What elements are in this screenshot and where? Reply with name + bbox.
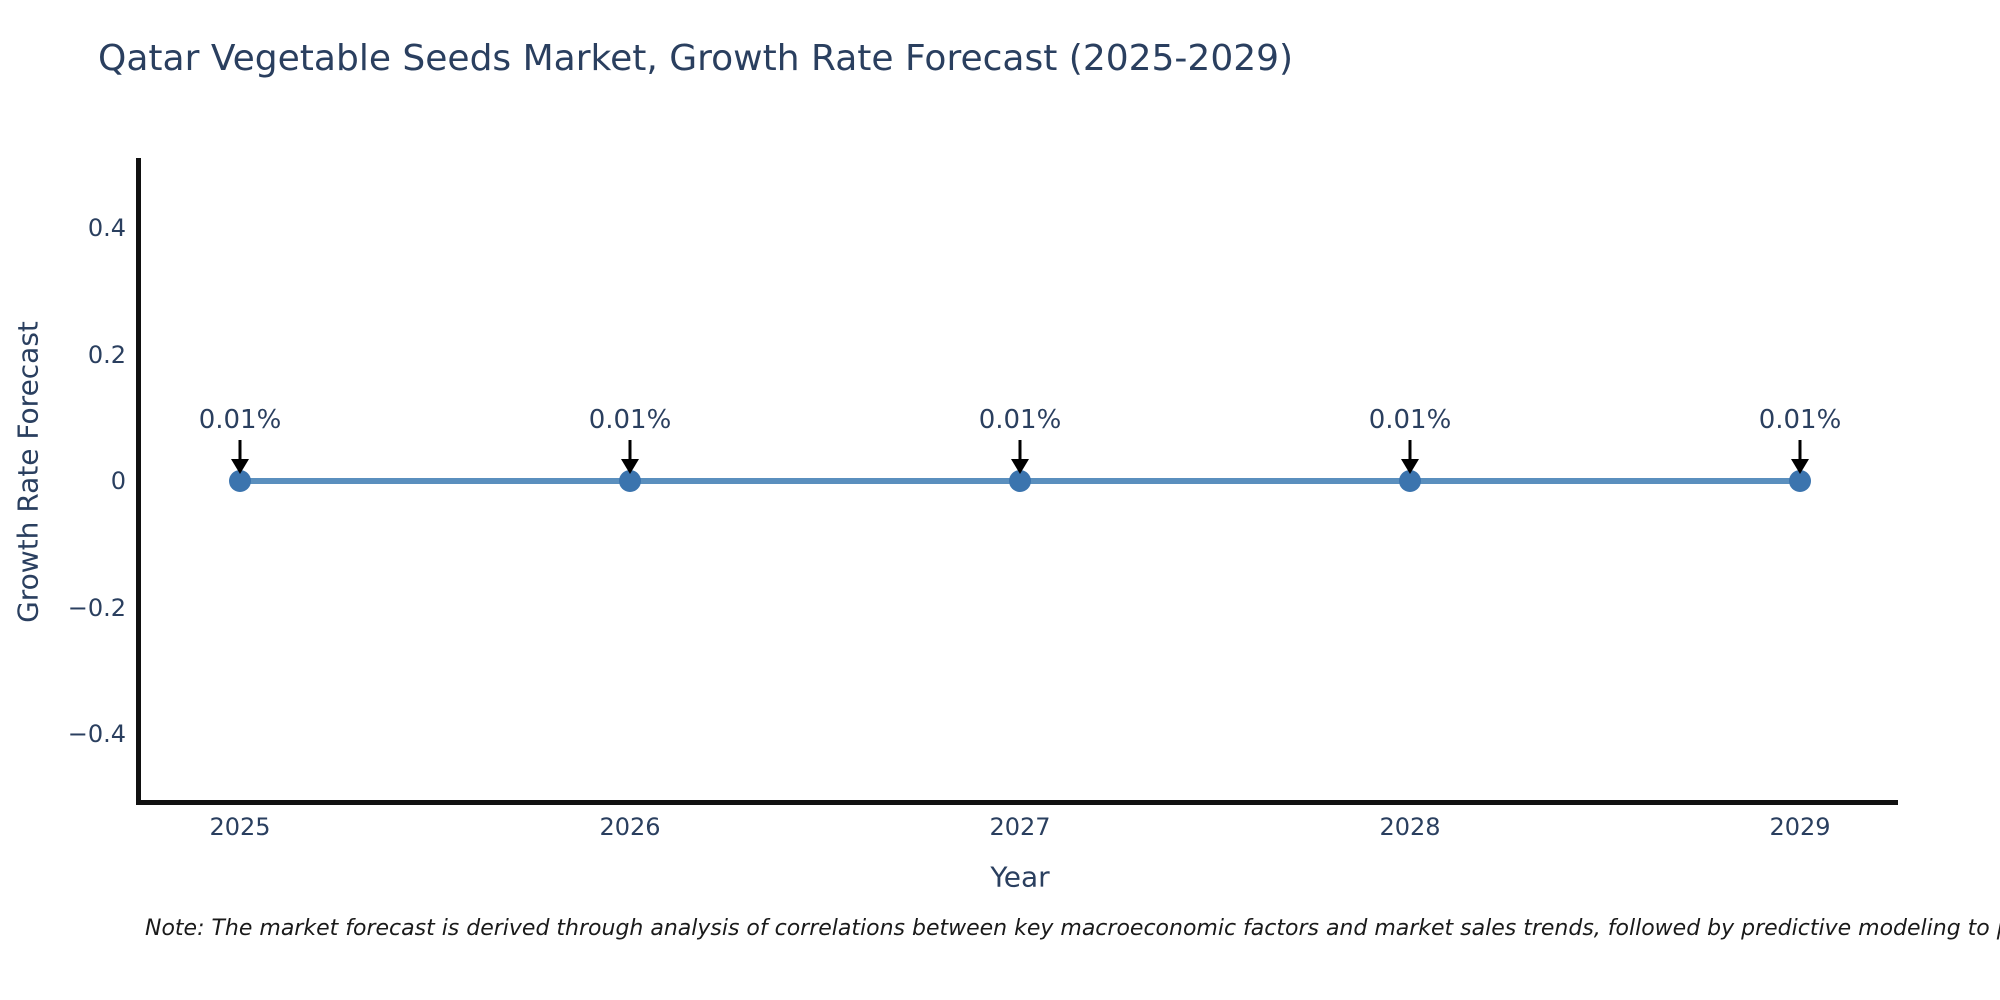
annotation-arrow-head-icon: [621, 459, 639, 474]
y-tick-label: 0.4: [87, 214, 126, 242]
annotation-arrow-head-icon: [1791, 459, 1809, 474]
x-axis-title: Year: [990, 860, 1050, 894]
footnote: Note: The market forecast is derived thr…: [145, 916, 2000, 941]
y-tick-label: 0.2: [87, 340, 126, 369]
data-point-marker: [229, 469, 251, 492]
annotation-arrow-shaft: [1018, 440, 1022, 462]
y-tick-label: 0: [110, 467, 126, 495]
chart-title: Qatar Vegetable Seeds Market, Growth Rat…: [98, 38, 1294, 79]
annotation-arrow-head-icon: [1011, 459, 1029, 474]
annotation-arrow-shaft: [1408, 440, 1412, 462]
x-tick-label: 2025: [209, 813, 271, 841]
x-tick-label: 2027: [989, 813, 1051, 841]
point-annotation-label: 0.01%: [198, 405, 282, 435]
data-point-marker: [1009, 469, 1031, 492]
point-annotation-label: 0.01%: [1368, 405, 1452, 435]
annotation-arrow-shaft: [238, 440, 242, 462]
x-axis-line: [136, 800, 1898, 805]
point-annotation-label: 0.01%: [1758, 405, 1842, 435]
y-tick-label: −0.4: [67, 720, 126, 748]
x-tick-label: 2026: [599, 813, 661, 841]
data-point-marker: [1399, 469, 1421, 492]
y-axis-title: Growth Rate Forecast: [11, 321, 45, 623]
point-annotation-label: 0.01%: [978, 405, 1062, 435]
point-annotation-label: 0.01%: [588, 405, 672, 435]
data-point-marker: [619, 469, 641, 492]
data-point-marker: [1789, 469, 1811, 492]
y-axis-line: [136, 158, 141, 804]
annotation-arrow-head-icon: [1401, 459, 1419, 474]
x-tick-label: 2029: [1769, 813, 1831, 841]
y-tick-label: −0.2: [67, 593, 126, 622]
annotation-arrow-shaft: [1798, 440, 1802, 462]
annotation-arrow-shaft: [628, 440, 632, 462]
x-tick-label: 2028: [1379, 813, 1441, 841]
annotation-arrow-head-icon: [231, 459, 249, 474]
